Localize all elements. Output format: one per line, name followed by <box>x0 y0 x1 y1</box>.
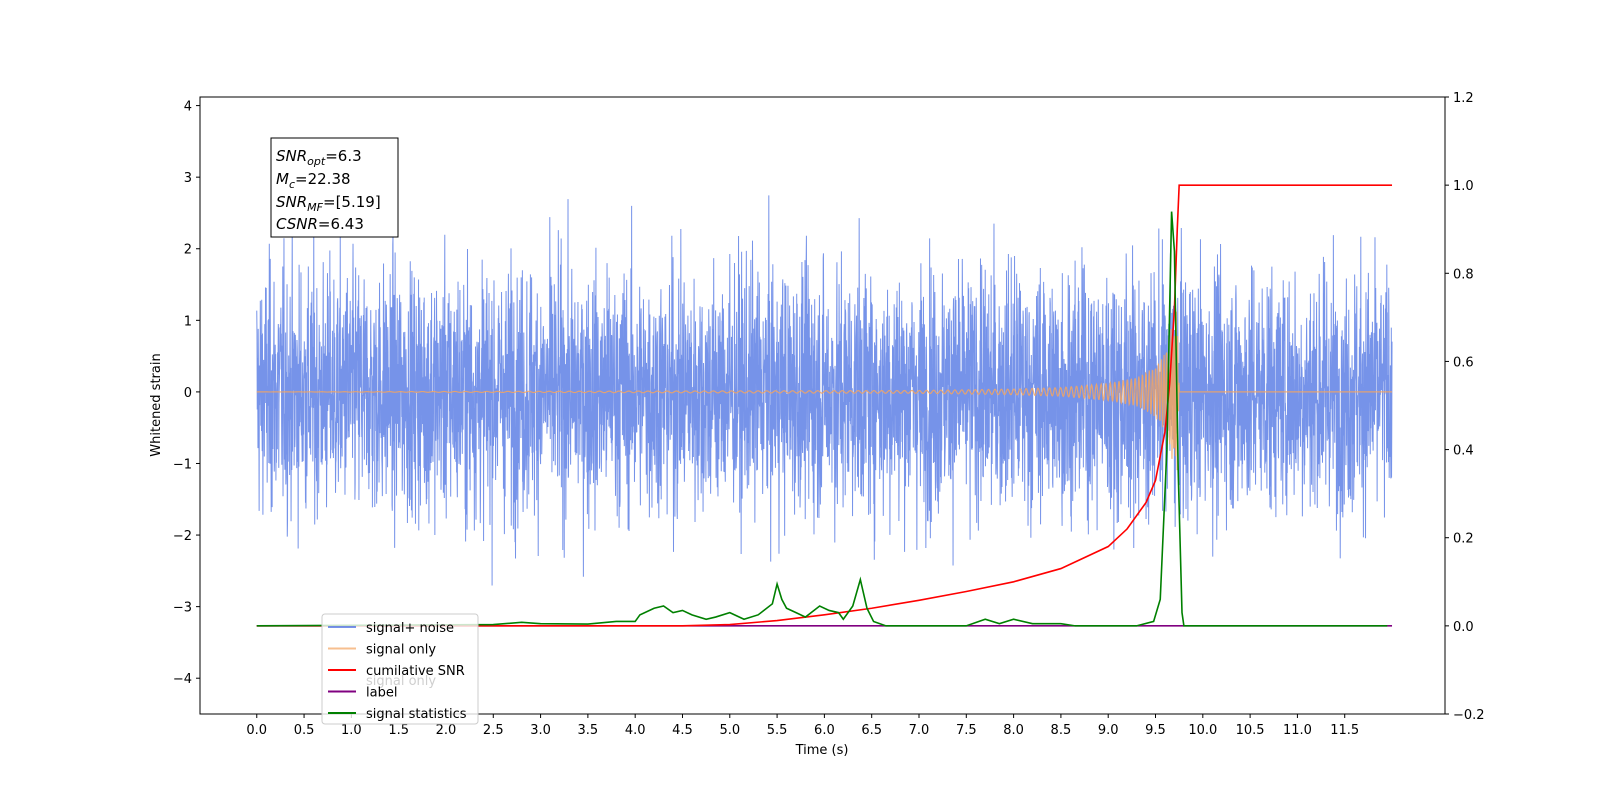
x-tick-label: 8.5 <box>1051 723 1072 738</box>
y-tick-label: 0 <box>184 386 192 401</box>
x-tick-label: 2.5 <box>483 723 504 738</box>
x-tick-label: 4.0 <box>625 723 646 738</box>
x-tick-label: 6.5 <box>861 723 882 738</box>
series-cumulative-snr <box>256 184 1393 627</box>
x-tick-label: 7.0 <box>909 723 930 738</box>
annotation-snr-opt: SNRopt=6.3 <box>276 147 362 168</box>
y2-tick-label: 0.8 <box>1453 267 1474 282</box>
annotation-frame <box>270 137 399 238</box>
x-tick-label: 11.0 <box>1283 723 1312 738</box>
annotation-csnr: CSNR=6.43 <box>276 215 364 233</box>
x-tick-label: 7.5 <box>956 723 977 738</box>
x-tick-label: 3.5 <box>578 723 599 738</box>
y2-tick-label: 0.4 <box>1453 444 1474 459</box>
legend-label: signal+ noise <box>366 621 454 636</box>
x-tick-label: 9.0 <box>1098 723 1119 738</box>
x-tick-label: 5.0 <box>719 723 740 738</box>
x-tick-label: 0.5 <box>294 723 315 738</box>
y-axis-label: Whitened strain <box>149 353 164 456</box>
y2-tick-label: −0.2 <box>1453 708 1485 723</box>
series-signal-only <box>256 311 1393 471</box>
series-signal-statistics <box>256 211 1388 627</box>
y2-tick-label: 0.6 <box>1453 355 1474 370</box>
x-tick-label: 11.5 <box>1330 723 1359 738</box>
y2-tick-label: 0.2 <box>1453 532 1474 547</box>
x-tick-label: 10.0 <box>1188 723 1217 738</box>
x-tick-label: 1.0 <box>341 723 362 738</box>
y-tick-label: −2 <box>173 529 192 544</box>
legend-label: signal statistics <box>366 707 467 722</box>
y2-tick-label: 0.0 <box>1453 620 1474 635</box>
y2-tick-label: 1.2 <box>1453 91 1474 106</box>
annotation-box: SNRopt=6.3 Mc=22.38 SNRMF=[5.19] CSNR=6.… <box>270 137 399 238</box>
x-tick-label: 0.0 <box>246 723 267 738</box>
legend-label: cumilative SNR <box>366 664 465 679</box>
plot-frame <box>199 96 1446 715</box>
x-tick-label: 8.0 <box>1003 723 1024 738</box>
y2-tick-label: 1.0 <box>1453 179 1474 194</box>
annotation-snr-mf: SNRMF=[5.19] <box>276 193 381 214</box>
annotation-mc: Mc=22.38 <box>276 170 351 191</box>
y-tick-label: −1 <box>173 457 192 472</box>
x-tick-label: 10.5 <box>1236 723 1265 738</box>
x-tick-label: 6.0 <box>814 723 835 738</box>
x-tick-label: 4.5 <box>672 723 693 738</box>
y-axis-right: −0.2 0.0 0.2 0.4 0.6 0.8 1.0 1.2 <box>1445 91 1485 723</box>
y-tick-label: −3 <box>173 601 192 616</box>
x-tick-label: 9.5 <box>1145 723 1166 738</box>
y-tick-label: 2 <box>184 243 192 258</box>
legend-label: signal only <box>366 643 436 658</box>
legend-label: label <box>366 686 397 701</box>
x-tick-label: 1.5 <box>388 723 409 738</box>
y-tick-label: −4 <box>173 672 192 687</box>
x-tick-label: 5.5 <box>767 723 788 738</box>
y-axis-left: −4 −3 −2 −1 0 1 2 3 4 <box>173 100 200 687</box>
y-tick-label: 1 <box>184 314 192 329</box>
legend-ghost-text: signal only <box>366 674 436 689</box>
series-signal-noise <box>256 195 1393 586</box>
legend-frame <box>321 613 479 725</box>
y-tick-label: 4 <box>184 100 192 115</box>
y-tick-label: 3 <box>184 171 192 186</box>
x-tick-label: 2.0 <box>436 723 457 738</box>
x-axis-label: Time (s) <box>795 743 849 758</box>
x-axis: 0.0 0.5 1.0 1.5 2.0 2.5 3.0 3.5 4.0 4.5 5.0 5.5 6.0 6… <box>246 714 1359 738</box>
x-tick-label: 3.0 <box>530 723 551 738</box>
